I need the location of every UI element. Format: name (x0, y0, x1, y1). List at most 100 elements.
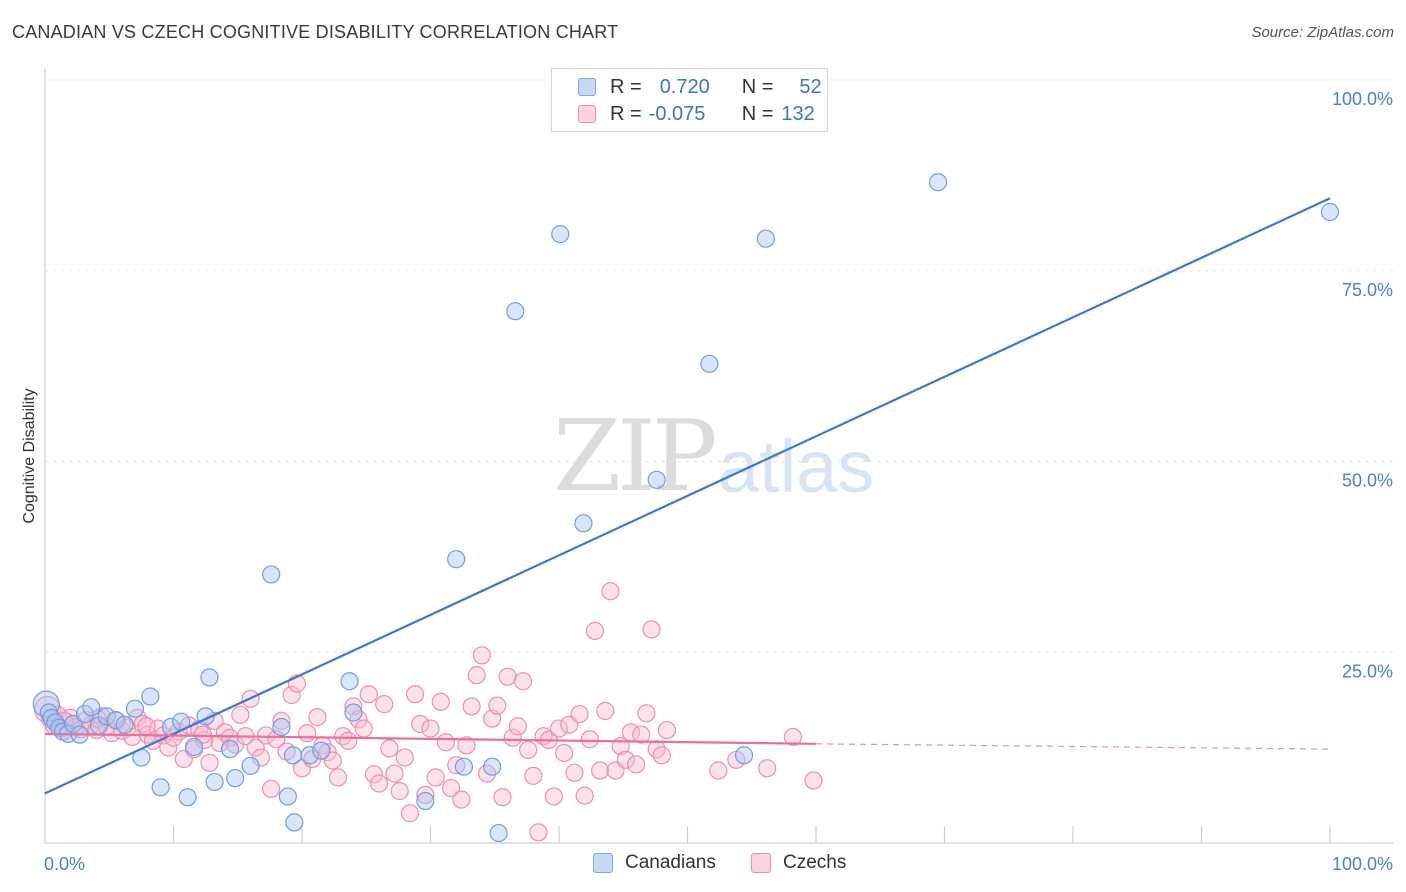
czechs-trend-extension (815, 743, 1331, 750)
czechs-point (282, 685, 301, 705)
czechs-point (256, 726, 276, 745)
canadians-point (574, 514, 593, 533)
tick-labels: 25.0% 50.0% 75.0% 100.0% 0.0% 100.0% (44, 89, 1393, 874)
czechs-point (524, 766, 543, 785)
canadians-point (340, 672, 359, 691)
czechs-point (385, 764, 404, 783)
czechs-point (652, 746, 671, 765)
czechs-point (159, 738, 178, 757)
series-legend: Canadians Czechs (0, 852, 1406, 878)
czechs-point (637, 704, 656, 723)
grid-lines (45, 79, 1393, 653)
x-tick-label: 0.0% (44, 854, 85, 874)
canadians-point (483, 757, 502, 776)
czechs-point (758, 759, 777, 778)
czechs-point (359, 685, 378, 704)
canadians-point (506, 302, 525, 321)
legend-row-czechs: R = -0.075 N = 132 (578, 101, 815, 127)
czechs-point (596, 701, 615, 721)
legend-row-canadians: R = 0.720 N = 52 (578, 74, 822, 100)
canadians-point (106, 711, 125, 730)
correlation-legend: R = 0.720 N = 52 R = -0.075 N = 132 (551, 68, 828, 132)
canadians-point (200, 668, 219, 687)
canadians-point (220, 740, 240, 759)
czechs-point (339, 731, 358, 750)
czechs-point (472, 646, 491, 665)
canadians-point (125, 699, 145, 718)
czechs-point (642, 620, 661, 639)
canadians-points (32, 173, 1340, 843)
czechs-point (709, 761, 728, 780)
czechs-point (380, 739, 399, 758)
canadians-point (184, 737, 204, 756)
canadians-point (141, 687, 160, 706)
canadians-point (82, 698, 101, 717)
czechs-point (411, 714, 430, 734)
czechs-point (370, 774, 389, 793)
czechs-point (457, 736, 476, 755)
czechs-point (626, 755, 646, 774)
czechs-point (575, 786, 594, 805)
czechs-point (298, 724, 317, 743)
czechs-point (616, 750, 635, 769)
series-legend-canadians[interactable]: Canadians (593, 852, 716, 874)
canadians-point (262, 565, 281, 584)
czechs-point (783, 727, 802, 747)
canadians-point (454, 757, 474, 776)
x-tick-label: 100.0% (1332, 854, 1393, 874)
czechs-point (400, 804, 420, 823)
canadians-point (928, 173, 948, 192)
trend-lines (44, 197, 1331, 795)
czechs-point (426, 768, 445, 787)
canadians-point (64, 714, 83, 734)
chart-title: CANADIAN VS CZECH COGNITIVE DISABILITY C… (12, 22, 619, 42)
czechs-point (137, 717, 156, 736)
legend-n-label: N = (741, 75, 774, 98)
y-axis-label: Cognitive Disability (21, 388, 38, 523)
y-tick-label: 50.0% (1342, 471, 1393, 491)
czechs-trend-line (44, 732, 817, 745)
czechs-point (544, 787, 563, 806)
canadians-point (756, 229, 775, 248)
czechs-point (354, 719, 373, 738)
czechs-point (323, 751, 342, 770)
czechs-point (529, 823, 548, 842)
czechs-point (200, 753, 219, 772)
legend-r-value: -0.075 (648, 102, 706, 125)
legend-r-label: R = (610, 102, 642, 125)
czechs-point (601, 582, 620, 601)
legend-n-value: 132 (781, 102, 815, 125)
czechs-point (436, 733, 456, 752)
czechs-point (467, 666, 486, 685)
czechs-point (431, 692, 450, 711)
legend-swatch-canadians (578, 78, 596, 96)
canadians-point (241, 756, 260, 776)
y-tick-label: 25.0% (1342, 661, 1393, 681)
canadians-point (115, 715, 134, 734)
canadians-point (226, 769, 245, 788)
canadians-point (700, 354, 719, 373)
series-label-czechs: Czechs (783, 852, 847, 873)
series-legend-czechs[interactable]: Czechs (751, 852, 846, 874)
canadians-point (1320, 202, 1340, 222)
czechs-point (328, 768, 348, 787)
canadians-point (489, 823, 508, 843)
canadians-point (551, 225, 570, 244)
canadians-point (285, 813, 304, 832)
czechs-point (452, 790, 471, 809)
czechs-point (447, 756, 466, 775)
czechs-point (519, 740, 538, 760)
canadians-point (278, 787, 297, 806)
czechs-point (570, 704, 589, 724)
legend-n-value: 52 (799, 75, 822, 98)
legend-n-label: N = (741, 102, 774, 125)
legend-r-value: 0.720 (659, 75, 710, 98)
czechs-point (488, 696, 507, 715)
czechs-point (395, 748, 414, 767)
y-tick-label: 75.0% (1342, 280, 1393, 300)
czechs-point (193, 725, 213, 744)
czechs-point (493, 788, 512, 807)
czechs-point (262, 779, 281, 798)
axes (44, 68, 1393, 844)
